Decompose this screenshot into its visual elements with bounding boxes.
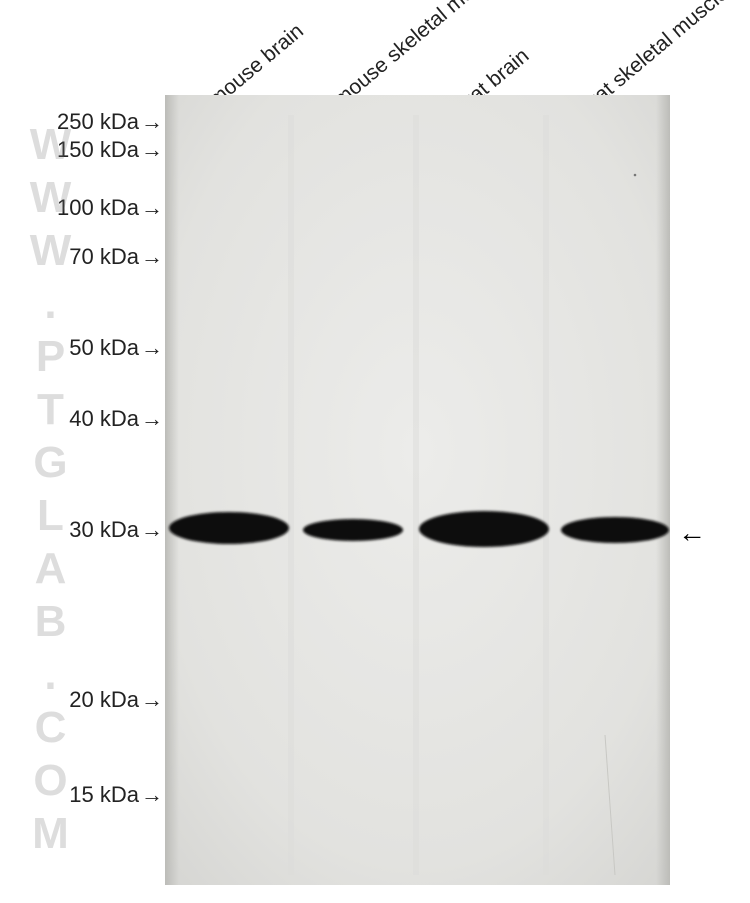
arrow-icon: → [141,517,163,543]
band-pointer-arrow-icon: ← [678,517,706,549]
mw-label-70: 70 kDa→ [69,244,163,270]
arrow-icon: → [141,782,163,808]
mw-text: 250 kDa [57,109,139,134]
mw-label-20: 20 kDa→ [69,687,163,713]
arrow-icon: → [141,335,163,361]
mw-label-30: 30 kDa→ [69,517,163,543]
arrow-icon: → [141,406,163,432]
mw-text: 15 kDa [69,782,139,807]
arrow-icon: → [141,195,163,221]
band-lane3 [561,517,669,543]
mw-text: 70 kDa [69,244,139,269]
arrow-icon: → [141,137,163,163]
arrow-icon: → [141,244,163,270]
arrow-icon: → [141,109,163,135]
mw-labels-group: 250 kDa→ 150 kDa→ 100 kDa→ 70 kDa→ 50 kD… [0,95,165,885]
band-lane1 [303,519,403,541]
mw-text: 20 kDa [69,687,139,712]
mw-text: 40 kDa [69,406,139,431]
lane-labels-group: mouse brain mouse skeletal muscle rat br… [165,0,670,100]
mw-label-40: 40 kDa→ [69,406,163,432]
mw-text: 50 kDa [69,335,139,360]
mw-text: 30 kDa [69,517,139,542]
mw-text: 150 kDa [57,137,139,162]
mw-text: 100 kDa [57,195,139,220]
band-lane0 [169,512,289,544]
mw-label-250: 250 kDa→ [57,109,163,135]
blot-region [165,95,670,885]
arrow-icon: → [141,687,163,713]
blot-background [165,95,670,885]
mw-label-100: 100 kDa→ [57,195,163,221]
mw-label-150: 150 kDa→ [57,137,163,163]
mw-label-50: 50 kDa→ [69,335,163,361]
band-lane2 [419,511,549,547]
mw-label-15: 15 kDa→ [69,782,163,808]
